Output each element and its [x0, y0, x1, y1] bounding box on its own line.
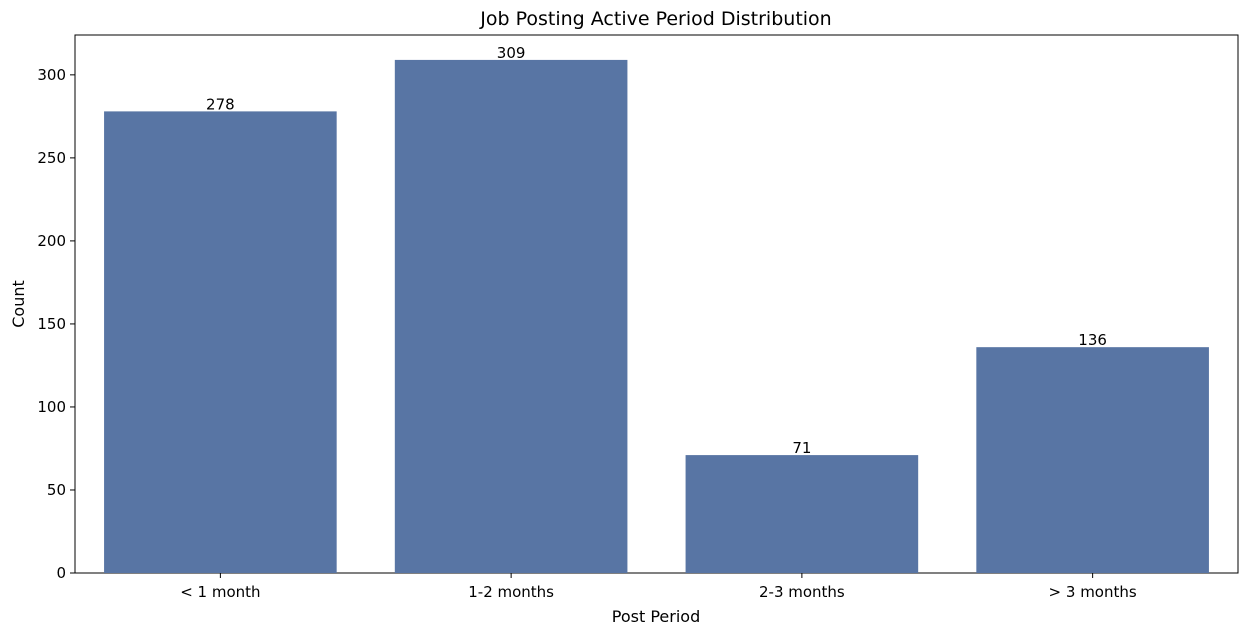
data-labels: 278 309 71 136	[206, 44, 1107, 457]
data-label-3: 136	[1078, 331, 1107, 349]
y-tick-label-1: 50	[47, 481, 66, 499]
bar-0	[104, 111, 337, 573]
y-tick-label-2: 100	[37, 398, 66, 416]
chart-title: Job Posting Active Period Distribution	[479, 8, 831, 30]
y-tick-label-5: 250	[37, 149, 66, 167]
axes-frame	[74, 34, 1239, 574]
x-axis-title: Post Period	[612, 607, 700, 626]
plot-area	[70, 34, 1239, 578]
y-tick-label-6: 300	[37, 66, 66, 84]
x-tick-label-3: > 3 months	[1049, 583, 1137, 601]
x-tick-label-2: 2-3 months	[759, 583, 845, 601]
y-axis-title: Count	[9, 280, 28, 328]
bar-1	[394, 59, 628, 574]
bar-2	[685, 455, 919, 573]
y-tick-label-3: 150	[37, 315, 66, 333]
data-label-2: 71	[792, 439, 811, 457]
y-tick-label-0: 0	[56, 564, 66, 582]
x-tick-label-1: 1-2 months	[468, 583, 554, 601]
x-tick-label-0: < 1 month	[180, 583, 260, 601]
data-label-1: 309	[497, 44, 526, 62]
bars-group	[104, 59, 1209, 574]
x-tick-labels: < 1 month 1-2 months 2-3 months > 3 months	[180, 583, 1137, 601]
y-tick-label-4: 200	[37, 232, 66, 250]
bar-3	[976, 347, 1209, 573]
y-tick-labels: 0 50 100 150 200 250 300	[37, 66, 66, 582]
data-label-0: 278	[206, 95, 235, 113]
